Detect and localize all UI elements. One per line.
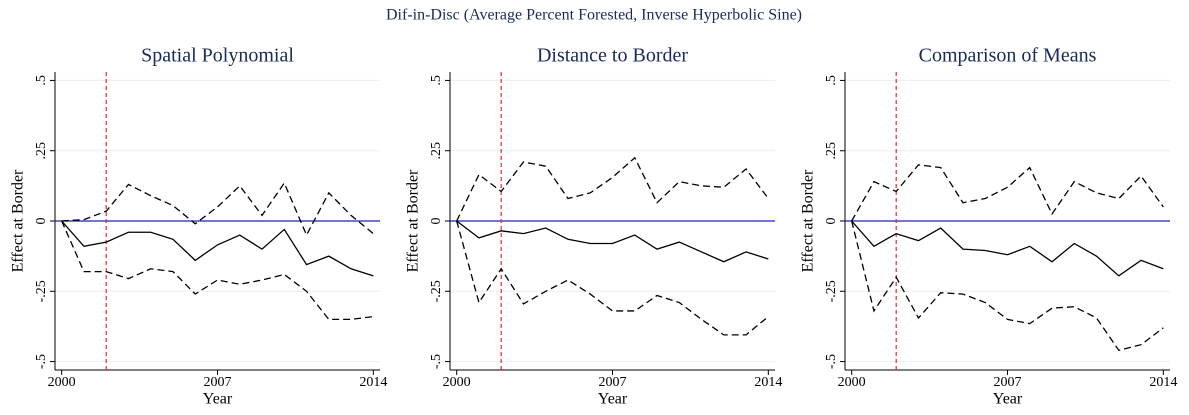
y-tick-label: .25 (824, 142, 839, 160)
x-tick-label: 2007 (599, 375, 627, 390)
x-tick-label: 2000 (443, 375, 471, 390)
subplot-title: Comparison of Means (919, 45, 1097, 67)
y-tick-label: -.25 (824, 280, 839, 302)
ci-line (851, 164, 1164, 222)
y-axis-label: Effect at Border (800, 169, 817, 272)
x-tick-label: 2014 (1149, 375, 1177, 390)
y-tick-label: .25 (429, 142, 444, 160)
estimate-line (851, 220, 1164, 277)
x-tick-label: 2007 (204, 375, 232, 390)
estimate-line (61, 220, 374, 277)
y-tick-label: -.5 (34, 354, 49, 369)
y-tick-label: 0 (34, 218, 49, 225)
x-tick-label: 2007 (994, 375, 1022, 390)
y-tick-label: .25 (34, 142, 49, 160)
y-tick-label: -.5 (429, 354, 444, 369)
x-tick-label: 2000 (48, 375, 76, 390)
x-axis-label: Year (203, 391, 233, 408)
x-tick-label: 2014 (754, 375, 782, 390)
estimate-line (456, 220, 769, 263)
x-tick-label: 2000 (838, 375, 866, 390)
y-tick-label: -.5 (824, 354, 839, 369)
subplot-title: Distance to Border (537, 45, 688, 67)
x-axis-label: Year (993, 391, 1023, 408)
y-tick-label: 0 (429, 218, 444, 225)
subplot-title: Spatial Polynomial (141, 45, 294, 67)
y-tick-label: .5 (824, 75, 839, 86)
ci-line (851, 220, 1164, 352)
ci-line (61, 220, 374, 321)
y-tick-label: -.25 (429, 280, 444, 302)
ci-line (456, 220, 769, 336)
ci-line (456, 156, 769, 222)
y-tick-label: -.25 (34, 280, 49, 302)
x-tick-label: 2014 (359, 375, 387, 390)
y-tick-label: .5 (429, 75, 444, 86)
y-axis-label: Effect at Border (10, 169, 27, 272)
x-axis-label: Year (598, 391, 628, 408)
ci-line (61, 181, 374, 237)
figure-title: Dif-in-Disc (Average Percent Forested, I… (386, 7, 802, 24)
y-tick-label: .5 (34, 75, 49, 86)
y-tick-label: 0 (824, 218, 839, 225)
y-axis-label: Effect at Border (405, 169, 422, 272)
